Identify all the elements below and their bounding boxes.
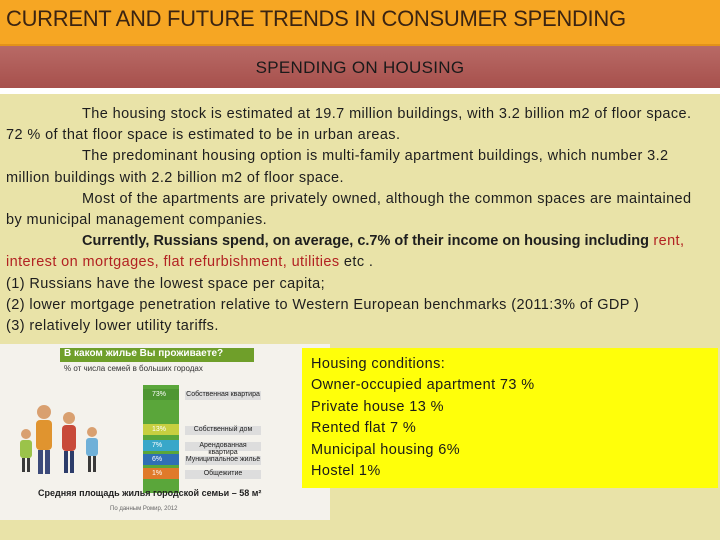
paragraph-apartment-buildings: The predominant housing option is multi-…	[6, 148, 669, 186]
paragraph-housing-stock: The housing stock is estimated at 19.7 m…	[6, 106, 692, 144]
infographic-header: В каком жилье Вы проживаете?	[60, 348, 254, 362]
condition-item: Owner-occupied apartment 73 %	[311, 377, 535, 394]
spending-tail: etc .	[339, 254, 374, 271]
spending-items: rent, interest on mortgages, flat refurb…	[6, 233, 685, 271]
bar-label: Собственная квартира	[185, 391, 261, 400]
bar-pct: 73%	[152, 391, 167, 398]
paragraph-ownership: Most of the apartments are privately own…	[6, 190, 692, 229]
bar-pct: 7%	[152, 442, 163, 449]
bar-pct: 1%	[152, 470, 163, 477]
reason-3: (3) relatively lower utility tariffs.	[6, 318, 219, 335]
bar-segment	[143, 424, 179, 435]
spending-statement: Currently, Russians spend, on average, c…	[82, 233, 649, 250]
condition-item: Private house 13 %	[311, 398, 444, 415]
bar-label: Муниципальное жильё	[185, 456, 261, 465]
conditions-heading: Housing conditions:	[311, 356, 446, 372]
bar-label: Общежитие	[185, 470, 261, 479]
bar-pct: 6%	[152, 456, 163, 463]
bar-segment	[143, 454, 179, 465]
infographic-source: По данным Ромир, 2012	[110, 506, 178, 512]
housing-conditions-list: Housing conditions: Owner-occupied apart…	[311, 354, 535, 482]
bar-pct: 13%	[152, 426, 167, 433]
infographic-footer: Средняя площадь жилья городской семьи – …	[38, 488, 262, 498]
infographic-subheader: % от числа семей в больших городах	[64, 364, 203, 373]
bar-label: Арендованная квартира	[185, 442, 261, 456]
bar-segment	[143, 468, 179, 479]
paragraph-spending: Currently, Russians spend, on average, c…	[6, 231, 712, 273]
bar-segment	[143, 389, 179, 400]
slide-subtitle: SPENDING ON HOUSING	[255, 58, 465, 77]
subtitle-bar	[0, 46, 720, 88]
housing-conditions-box	[302, 348, 718, 488]
condition-item: Hostel 1%	[311, 463, 381, 480]
bar-label: Собственный дом	[185, 426, 261, 435]
condition-item: Rented flat 7 %	[311, 420, 417, 437]
title-bar	[0, 0, 720, 46]
bar-segment	[143, 440, 179, 451]
reason-2: (2) lower mortgage penetration relative …	[6, 296, 640, 313]
condition-item: Municipal housing 6%	[311, 441, 461, 458]
body-text: The housing stock is estimated at 19.7 m…	[6, 104, 712, 337]
family-illustration	[20, 405, 98, 474]
reason-1: (1) Russians have the lowest space per c…	[6, 275, 326, 292]
slide-title: CURRENT AND FUTURE TRENDS IN CONSUMER SP…	[6, 6, 626, 31]
